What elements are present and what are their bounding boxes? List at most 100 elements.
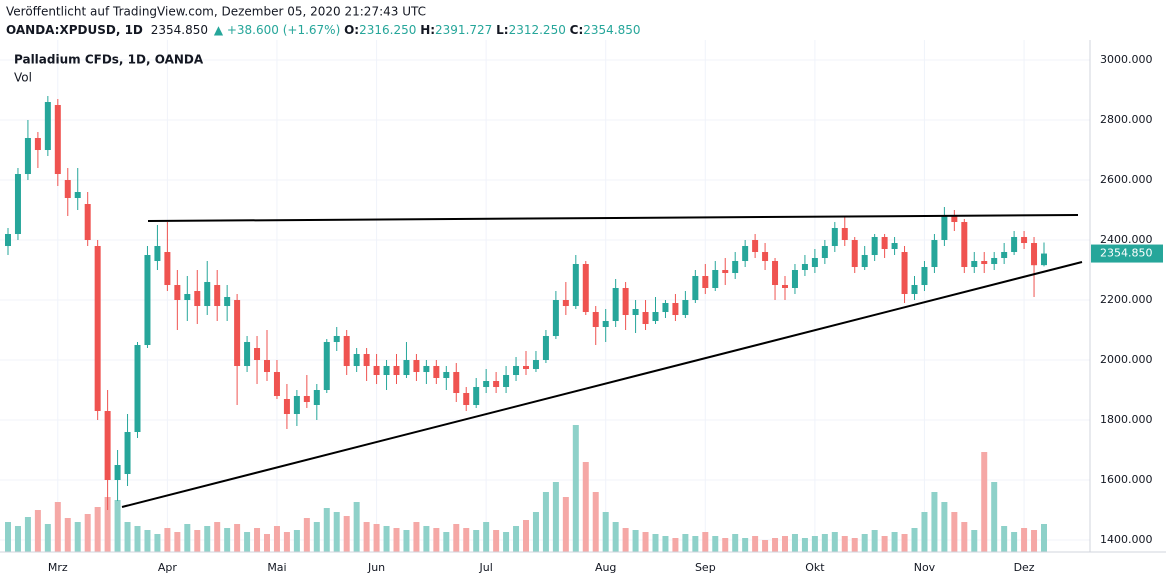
candle-body <box>542 336 549 361</box>
volume-bar <box>742 538 749 552</box>
volume-bar <box>1031 530 1038 552</box>
volume-bar <box>682 534 689 552</box>
candle-body <box>612 288 619 322</box>
volume-bar <box>1021 528 1028 552</box>
candle-body <box>273 372 280 397</box>
volume-bar <box>214 522 221 552</box>
candle-body <box>981 261 988 265</box>
x-tick-label: Dez <box>1014 561 1035 574</box>
candle-body <box>991 258 998 265</box>
candle-body <box>931 240 938 268</box>
c-label: C: <box>570 23 584 37</box>
candle-body <box>891 243 898 250</box>
volume-bar <box>144 530 151 552</box>
volume-bar <box>871 530 878 552</box>
candle-body <box>184 294 191 301</box>
volume-bar <box>64 518 71 552</box>
x-tick-label: Okt <box>805 561 825 574</box>
volume-bar <box>114 500 121 552</box>
symbol-line: OANDA:XPDUSD, 1D 2354.850 ▲ +38.600 (+1.… <box>6 23 641 37</box>
volume-bar <box>154 534 161 552</box>
volume-bar <box>662 536 669 552</box>
candle-body <box>602 321 609 328</box>
volume-bar <box>84 514 91 552</box>
candle-body <box>483 381 490 388</box>
candle-body <box>403 360 410 376</box>
volume-bar <box>323 508 330 552</box>
volume-bar <box>453 524 460 552</box>
volume-bar <box>841 536 848 552</box>
candle-body <box>632 309 639 316</box>
candle-body <box>811 258 818 268</box>
candle-body <box>154 246 161 262</box>
candle-body <box>582 264 589 313</box>
volume-bar <box>124 522 131 552</box>
candle-body <box>951 216 958 223</box>
candle-body <box>513 366 520 376</box>
volume-bar <box>622 528 629 552</box>
volume-bar <box>961 522 968 552</box>
candle-body <box>532 360 539 370</box>
volume-bar <box>592 492 599 552</box>
volume-bar <box>283 532 290 552</box>
candle-body <box>562 300 569 307</box>
candles <box>5 96 1047 511</box>
volume-bar <box>971 530 978 552</box>
x-tick-label: Jun <box>367 561 385 574</box>
published: Veröffentlicht auf TradingView.com, Deze… <box>6 5 426 19</box>
volume-bar <box>303 518 310 552</box>
volume-bar <box>254 528 261 552</box>
candle-body <box>901 252 908 295</box>
volume-bar <box>493 530 500 552</box>
candle-body <box>293 396 300 415</box>
candle-body <box>323 342 330 391</box>
symbol: OANDA:XPDUSD, 1D <box>6 23 143 37</box>
candle-body <box>343 336 350 367</box>
candle-body <box>682 300 689 316</box>
volume-bar <box>273 526 280 552</box>
candle-body <box>383 366 390 376</box>
candle-body <box>752 240 759 253</box>
candle-body <box>523 366 529 370</box>
volume-bar <box>991 482 998 552</box>
candle-body <box>393 366 400 376</box>
volume-bar <box>5 522 11 552</box>
candle-body <box>871 237 878 256</box>
volume-bar <box>403 530 410 552</box>
l: 2312.250 <box>509 23 566 37</box>
candle-body <box>353 354 360 367</box>
y-tick-label: 2200.000 <box>1100 293 1153 306</box>
candle-body <box>622 288 629 316</box>
candle-body <box>34 138 41 151</box>
trend-line <box>121 261 1083 508</box>
candle-body <box>841 228 848 241</box>
volume-bar <box>642 532 649 552</box>
volume-bar <box>881 536 888 552</box>
volume-bar <box>582 462 589 552</box>
volume-bar <box>921 512 928 552</box>
volume-bar <box>204 526 211 552</box>
volume-bar <box>74 522 81 552</box>
candle-body <box>174 285 181 301</box>
candle-body <box>762 252 769 262</box>
x-tick-label: Nov <box>914 561 936 574</box>
y-tick-label: 2600.000 <box>1100 173 1153 186</box>
candle-body <box>911 285 918 295</box>
candle-body <box>124 432 131 475</box>
y-tick-label: 1400.000 <box>1100 533 1153 546</box>
candle-body <box>204 282 211 307</box>
candle-body <box>144 255 151 346</box>
candle-body <box>194 291 201 307</box>
candle-body <box>672 303 679 316</box>
candle-body <box>941 216 948 241</box>
candle-body <box>254 348 261 361</box>
candle-body <box>772 261 779 286</box>
candle-body <box>692 276 699 301</box>
candle-body <box>742 246 749 262</box>
volume-bar <box>264 534 270 552</box>
candle-body <box>44 102 51 151</box>
candle-body <box>712 270 719 289</box>
candle-body <box>224 297 231 307</box>
volume-bar <box>174 532 181 552</box>
volume-bar <box>612 522 619 552</box>
